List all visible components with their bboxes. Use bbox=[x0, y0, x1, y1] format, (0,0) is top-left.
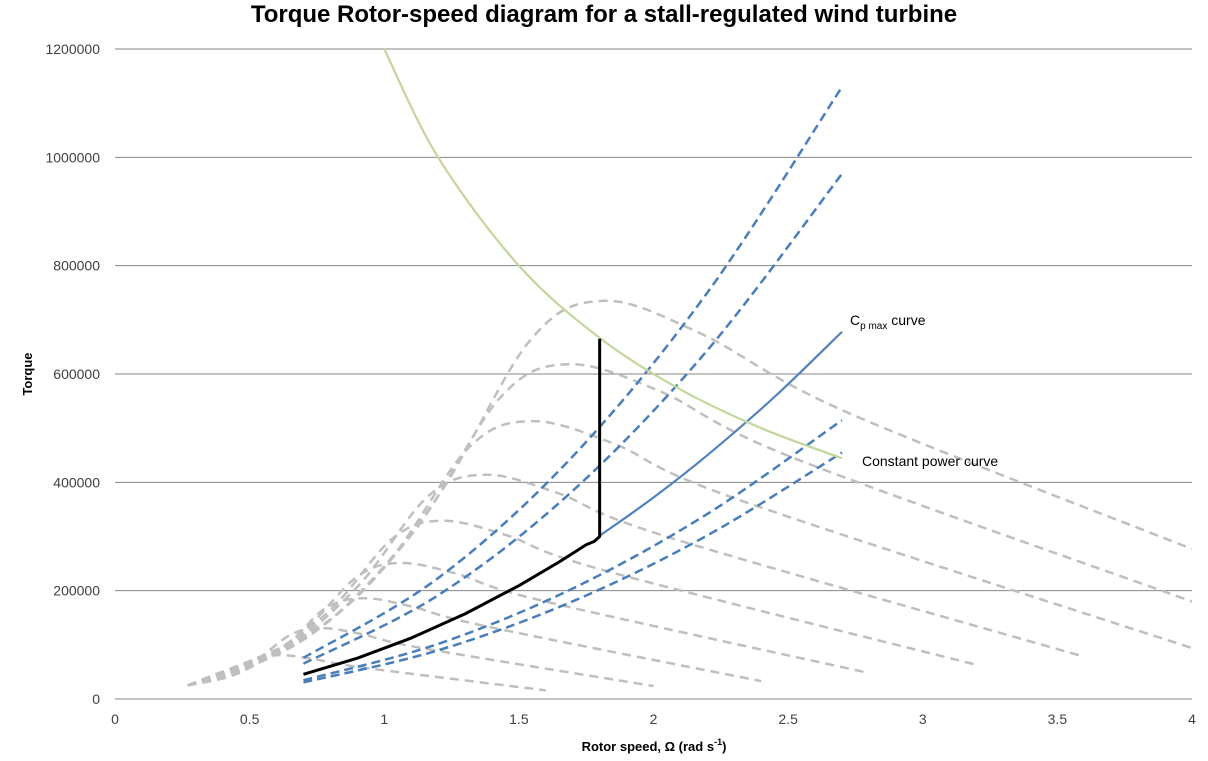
x-axis-title: Rotor speed, Ω (rad s-1) bbox=[582, 737, 727, 754]
y-tick-label: 400000 bbox=[53, 474, 100, 490]
x-tick-label: 3 bbox=[919, 711, 927, 727]
constant-power-curve-label: Constant power curve bbox=[862, 453, 998, 469]
y-tick-label: 0 bbox=[92, 691, 100, 707]
wind-speed-curve-3 bbox=[187, 596, 762, 687]
chart-title: Torque Rotor-speed diagram for a stall-r… bbox=[251, 1, 957, 28]
y-tick-label: 800000 bbox=[53, 258, 100, 274]
x-tick-labels: 0 0.5 1 1.5 2 2.5 3 3.5 4 bbox=[111, 711, 1196, 727]
y-tick-label: 600000 bbox=[53, 366, 100, 382]
blue-dashed-3 bbox=[303, 419, 843, 682]
blue-dashed-4 bbox=[303, 451, 843, 684]
x-tick-label: 2.5 bbox=[778, 711, 798, 727]
x-axis-title-sup: -1 bbox=[714, 737, 722, 747]
x-axis-title-close: ) bbox=[722, 739, 726, 754]
cp-max-curve-label: Cp max curve bbox=[850, 312, 926, 332]
wind-speed-curve-9 bbox=[187, 299, 1193, 687]
x-axis-title-main: Rotor speed, Ω (rad s bbox=[582, 739, 715, 754]
blue-dashed-2 bbox=[302, 173, 843, 665]
x-tick-label: 0.5 bbox=[240, 711, 260, 727]
constant-power-curve bbox=[383, 48, 843, 460]
wind-speed-curve-8 bbox=[187, 362, 1193, 687]
y-tick-label: 1200000 bbox=[45, 41, 100, 57]
x-tick-label: 2 bbox=[650, 711, 658, 727]
y-axis-title: Torque bbox=[20, 352, 35, 395]
x-tick-label: 1 bbox=[380, 711, 388, 727]
x-tick-label: 0 bbox=[111, 711, 119, 727]
operating-curve bbox=[303, 338, 602, 676]
y-tick-labels: 0 200000 400000 600000 800000 1000000 1200000 bbox=[45, 41, 100, 707]
y-tick-label: 200000 bbox=[53, 583, 100, 599]
series-lines bbox=[187, 48, 1193, 692]
y-tick-label: 1000000 bbox=[45, 149, 100, 165]
x-tick-label: 4 bbox=[1188, 711, 1196, 727]
wind-speed-curve-5 bbox=[187, 519, 977, 687]
x-tick-label: 1.5 bbox=[509, 711, 529, 727]
x-tick-label: 3.5 bbox=[1048, 711, 1068, 727]
cp-max-curve bbox=[599, 330, 843, 537]
wind-speed-curve-7 bbox=[187, 419, 1193, 687]
gridlines bbox=[115, 48, 1192, 700]
blue-dashed-1 bbox=[302, 86, 844, 659]
